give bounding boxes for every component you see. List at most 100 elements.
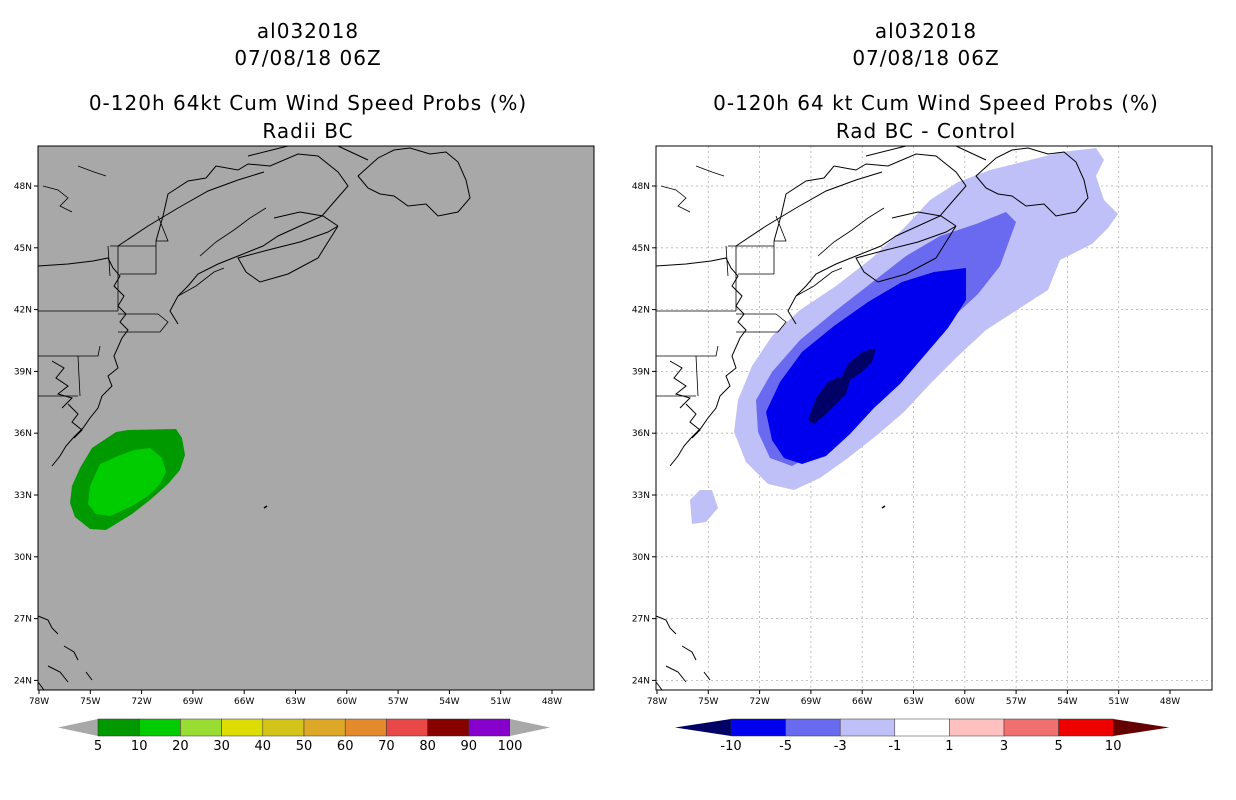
lon-tick-label: 72W	[749, 697, 769, 707]
lon-tick-label: 66W	[852, 697, 872, 707]
right-product-title: 0-120h 64 kt Cum Wind Speed Probs (%)	[713, 91, 1159, 115]
lon-tick-label: 63W	[903, 697, 923, 707]
colorbar-label: 10	[1105, 739, 1122, 754]
lon-tick-label: 75W	[80, 697, 100, 707]
colorbar-swatch	[468, 718, 511, 737]
left-product-title: 0-120h 64kt Cum Wind Speed Probs (%)	[88, 91, 528, 115]
colorbar-label: 30	[213, 739, 230, 754]
colorbar-swatch	[730, 718, 786, 737]
colorbar-left-arrow	[675, 719, 731, 736]
colorbar-swatch	[138, 718, 181, 737]
lon-tick-label: 66W	[234, 697, 254, 707]
lat-tick-label: 42N	[14, 306, 32, 316]
lon-tick-label: 60W	[955, 697, 975, 707]
lon-tick-label: 48W	[542, 697, 562, 707]
colorbar-swatch	[262, 718, 305, 737]
right-subtitle: Rad BC - Control	[835, 119, 1017, 143]
lat-tick-label: 33N	[14, 491, 32, 501]
colorbar-swatch	[1003, 718, 1059, 737]
lat-tick-label: 27N	[14, 615, 32, 625]
right-diff-contour-minus10	[808, 348, 876, 424]
colorbar-label: 5	[1054, 739, 1062, 754]
lon-tick-label: 54W	[439, 697, 459, 707]
left-subtitle: Radii BC	[262, 119, 354, 143]
left-datetime: 07/08/18 06Z	[234, 46, 382, 70]
colorbar-label: -3	[834, 739, 847, 754]
colorbar-swatch	[427, 718, 470, 737]
left-map-frame	[37, 145, 595, 691]
colorbar-label: 90	[461, 739, 478, 754]
colorbar-swatch	[894, 718, 950, 737]
colorbar-label: -5	[779, 739, 792, 754]
lat-tick-label: 48N	[632, 182, 650, 192]
lon-tick-label: 51W	[1109, 697, 1129, 707]
lat-tick-label: 48N	[14, 182, 32, 192]
colorbar-swatch	[180, 718, 222, 737]
colorbar-label: -10	[720, 739, 741, 754]
lon-tick-label: 48W	[1160, 697, 1180, 707]
colorbar-right-arrow	[1113, 719, 1170, 736]
colorbar-label: 20	[172, 739, 189, 754]
lat-tick-label: 42N	[632, 306, 650, 316]
lat-tick-label: 36N	[632, 429, 650, 439]
colorbar-label: -1	[888, 739, 901, 754]
colorbar-swatch	[839, 718, 896, 737]
colorbar-swatch	[949, 718, 1005, 737]
right-axis-ticks: 78W 75W 72W 69W 66W 63W 60W 57W 54W 51W 48W 48N 45N 4…	[632, 182, 1180, 707]
colorbar-label: 100	[498, 739, 523, 754]
lon-tick-label: 78W	[647, 697, 667, 707]
lat-tick-label: 39N	[14, 367, 32, 377]
right-datetime: 07/08/18 06Z	[852, 46, 1000, 70]
colorbar-swatch	[785, 718, 841, 737]
lon-tick-label: 63W	[285, 697, 305, 707]
colorbar-label: 70	[378, 739, 395, 754]
lon-tick-label: 51W	[491, 697, 511, 707]
lat-tick-label: 45N	[632, 244, 650, 254]
left-map-background	[38, 146, 594, 690]
colorbar-swatch	[221, 718, 264, 737]
lon-tick-label: 69W	[183, 697, 203, 707]
colorbar-label: 5	[94, 739, 102, 754]
colorbar-label: 3	[1000, 739, 1008, 754]
colorbar-label: 50	[296, 739, 313, 754]
right-storm-id: al032018	[874, 19, 978, 43]
colorbar-swatch	[303, 718, 346, 737]
lat-tick-label: 33N	[632, 491, 650, 501]
lon-tick-label: 78W	[29, 697, 49, 707]
right-diff-contour-minus1-small	[690, 490, 718, 524]
right-map-panel: 78W 75W 72W 69W 66W 63W 60W 57W 54W 51W 48W 48N 45N 4…	[632, 145, 1213, 707]
colorbar-swatch	[97, 718, 140, 737]
colorbar-label: 60	[337, 739, 354, 754]
left-map-panel: 78W 75W 72W 69W 66W 63W 60W 57W 54W 51W 48W 48N 45N 4…	[14, 145, 595, 707]
lat-tick-label: 30N	[14, 553, 32, 563]
colorbar-label: 40	[255, 739, 272, 754]
colorbar-right-arrow	[510, 719, 550, 736]
colorbar-swatch	[386, 718, 428, 737]
lat-tick-label: 30N	[632, 553, 650, 563]
lon-tick-label: 54W	[1057, 697, 1077, 707]
right-map-frame	[655, 145, 1213, 691]
lat-tick-label: 39N	[632, 367, 650, 377]
lon-tick-label: 57W	[1006, 697, 1026, 707]
lat-tick-label: 36N	[14, 429, 32, 439]
lat-tick-label: 24N	[632, 676, 650, 686]
left-colorbar: 5 10 20 30 40 50 60 70 80 90 100	[58, 718, 550, 754]
lat-tick-label: 24N	[14, 676, 32, 686]
colorbar-label: 1	[945, 739, 953, 754]
left-axis-ticks: 78W 75W 72W 69W 66W 63W 60W 57W 54W 51W 48W 48N 45N 4…	[14, 182, 562, 707]
right-colorbar: -10 -5 -3 -1 1 3 5 10	[675, 718, 1170, 754]
lon-tick-label: 75W	[698, 697, 718, 707]
colorbar-left-arrow	[58, 719, 98, 736]
colorbar-swatch	[344, 718, 387, 737]
left-prob-contour-10	[88, 448, 166, 516]
lon-tick-label: 57W	[388, 697, 408, 707]
colorbar-swatch	[1058, 718, 1114, 737]
lon-tick-label: 60W	[337, 697, 357, 707]
colorbar-label: 80	[419, 739, 436, 754]
lon-tick-label: 72W	[131, 697, 151, 707]
colorbar-label: 10	[131, 739, 148, 754]
lat-tick-label: 27N	[632, 615, 650, 625]
lat-tick-label: 45N	[14, 244, 32, 254]
left-storm-id: al032018	[256, 19, 360, 43]
